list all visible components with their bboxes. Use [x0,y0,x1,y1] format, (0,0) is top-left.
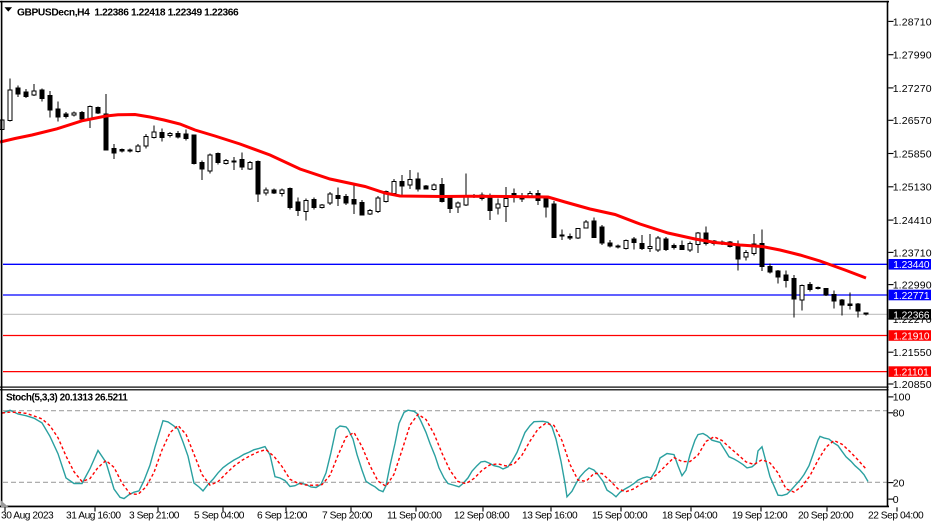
svg-text:31 Aug 16:00: 31 Aug 16:00 [66,510,121,521]
svg-text:1.26570: 1.26570 [893,115,932,127]
svg-text:1.23710: 1.23710 [893,247,932,259]
svg-text:1.20850: 1.20850 [893,379,932,391]
svg-text:30 Aug 2023: 30 Aug 2023 [1,510,54,521]
svg-text:1.25850: 1.25850 [893,148,932,160]
svg-text:1.28710: 1.28710 [893,16,932,28]
svg-text:11 Sep 00:00: 11 Sep 00:00 [387,510,442,521]
svg-text:7 Sep 20:00: 7 Sep 20:00 [322,510,373,521]
svg-text:1.22771: 1.22771 [893,291,930,302]
svg-text:18 Sep 04:00: 18 Sep 04:00 [662,510,718,521]
svg-text:GBPUSDecn,H4 1.22386 1.22418: GBPUSDecn,H4 1.22386 1.22418 1.22349 1.2… [17,7,239,18]
svg-text:1.22990: 1.22990 [893,280,932,292]
svg-text:1.21910: 1.21910 [893,331,930,342]
svg-text:1.23440: 1.23440 [893,260,930,271]
svg-text:1.27270: 1.27270 [893,83,932,95]
svg-text:20: 20 [893,477,905,489]
svg-text:1.22366: 1.22366 [893,310,930,321]
svg-text:100: 100 [893,392,911,404]
svg-text:12 Sep 08:00: 12 Sep 08:00 [454,510,510,521]
svg-text:19 Sep 12:00: 19 Sep 12:00 [732,510,788,521]
svg-text:22 Sep 04:00: 22 Sep 04:00 [868,510,924,521]
svg-text:1.21101: 1.21101 [893,368,929,379]
svg-text:20 Sep 20:00: 20 Sep 20:00 [798,510,854,521]
svg-text:80: 80 [893,408,905,420]
svg-text:1.27990: 1.27990 [893,50,932,62]
svg-text:15 Sep 00:00: 15 Sep 00:00 [592,510,648,521]
svg-text:0: 0 [893,494,899,506]
svg-text:6 Sep 12:00: 6 Sep 12:00 [257,510,308,521]
svg-text:5 Sep 04:00: 5 Sep 04:00 [194,510,245,521]
svg-text:1.25130: 1.25130 [893,182,932,194]
svg-text:1.24410: 1.24410 [893,215,932,227]
svg-text:3 Sep 21:00: 3 Sep 21:00 [129,510,180,521]
svg-text:1.21550: 1.21550 [893,347,932,359]
svg-text:13 Sep 16:00: 13 Sep 16:00 [522,510,578,521]
svg-text:Stoch(5,3,3) 20.1313 26.5211: Stoch(5,3,3) 20.1313 26.5211 [6,392,128,403]
